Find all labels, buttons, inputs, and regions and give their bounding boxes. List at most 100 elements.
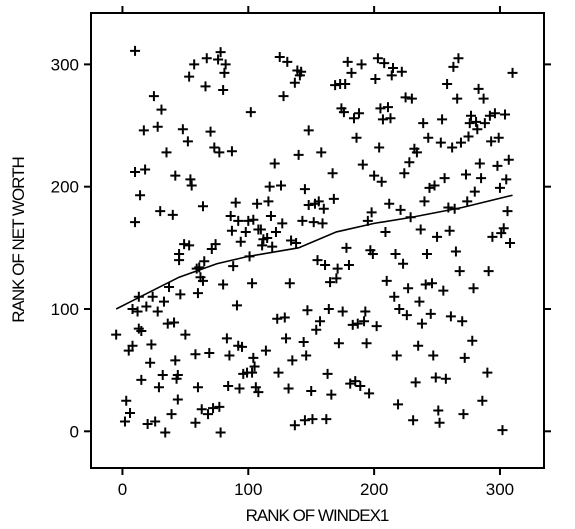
data-point [424,182,435,193]
data-point [482,367,493,378]
data-point [411,147,422,158]
data-point [340,78,351,89]
data-point [367,248,378,259]
data-point [157,370,168,381]
data-point [130,167,141,178]
data-point [197,275,208,286]
data-point [243,215,254,226]
data-point [385,113,396,124]
data-point [328,193,339,204]
data-point [289,420,300,431]
data-point [376,176,387,187]
data-point [160,427,171,438]
data-point [153,382,164,393]
data-point [210,239,221,250]
data-point [223,381,234,392]
data-point [308,217,319,228]
data-point [477,395,488,406]
data-point [369,170,380,181]
data-point [283,383,294,394]
data-point [483,266,494,277]
x-tick-label: 100 [234,480,262,499]
data-point [403,283,414,294]
data-point [457,316,468,327]
data-point [138,125,149,136]
data-point [180,329,191,340]
data-point [311,324,322,335]
data-point [471,116,482,127]
data-point [425,308,436,319]
data-point [326,389,337,400]
x-tick-label: 300 [486,480,514,499]
data-point [213,54,224,65]
data-point [464,118,475,129]
data-point [197,201,208,212]
data-point [235,236,246,247]
data-point [263,196,274,207]
data-point [418,118,429,129]
data-point [391,350,402,361]
data-point [260,345,271,356]
data-point [401,310,412,321]
data-point [155,206,166,217]
data-point [322,368,333,379]
data-point [269,158,280,169]
data-point [189,59,200,70]
data-point [337,306,348,317]
data-point [299,184,310,195]
data-point [303,200,314,211]
data-point [505,237,516,248]
data-point [209,142,220,153]
data-point [135,190,146,201]
data-point [279,312,290,323]
data-point [297,215,308,226]
data-point [466,110,477,121]
data-point [404,157,415,168]
data-point [321,414,332,425]
data-point [447,142,458,153]
data-point [234,383,245,394]
data-point [136,374,147,385]
data-point [200,81,211,92]
data-point [205,126,216,137]
data-point [121,395,132,406]
data-point [204,348,215,359]
data-point [434,417,445,428]
data-point [281,333,292,344]
data-point [293,149,304,160]
data-point [255,224,266,235]
data-point [208,403,219,414]
data-point [175,289,186,300]
data-point [257,240,268,251]
data-point [494,182,505,193]
data-point [375,103,386,114]
data-point [284,278,295,289]
data-point [199,256,210,267]
data-point [231,300,242,311]
data-point [348,113,359,124]
data-point [389,291,400,302]
data-point [427,278,438,289]
data-point [273,367,284,378]
data-point [218,85,229,96]
data-point [221,333,232,344]
data-point [497,425,508,436]
data-point [253,387,264,398]
y-tick-label: 0 [70,422,79,441]
data-point [201,53,212,64]
data-point [450,246,461,257]
data-point [463,131,474,142]
data-point [247,278,258,289]
data-point [484,110,495,121]
axis-ticks: 0 100 200 300 0 100 200 300 [51,6,551,499]
data-point [325,277,336,288]
data-point [302,305,313,316]
data-point [381,275,392,286]
data-point [410,377,421,388]
data-point [130,217,141,228]
data-point [140,164,151,175]
data-point [272,313,283,324]
data-point [215,47,226,58]
data-point [219,67,230,78]
data-point [386,70,397,81]
